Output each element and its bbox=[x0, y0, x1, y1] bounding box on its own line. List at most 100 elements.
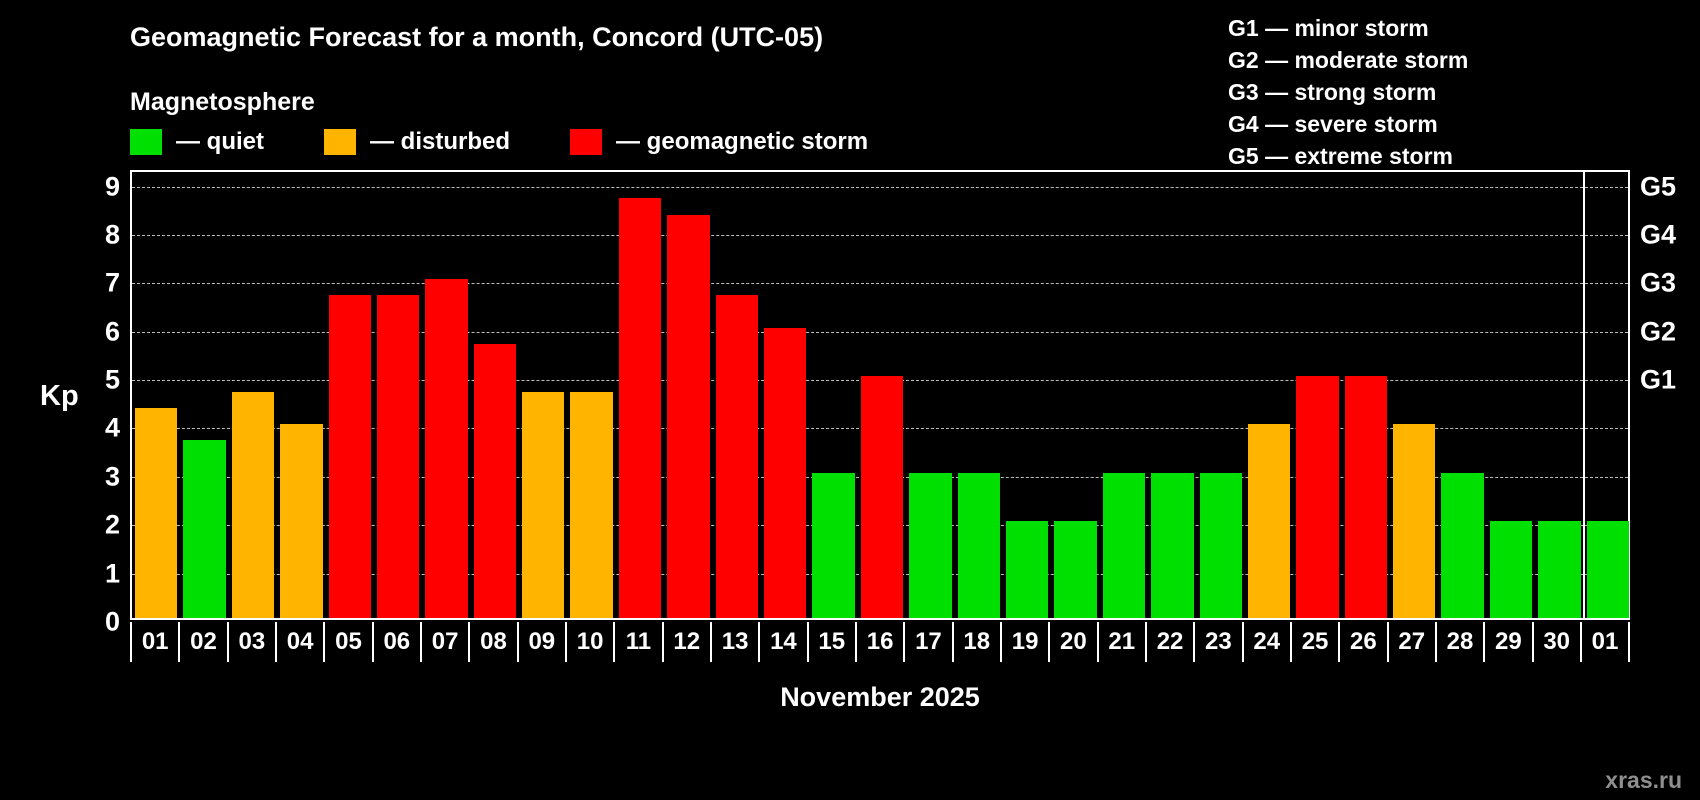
bar-day-17-kp-3 bbox=[909, 472, 952, 618]
x-tick-label-3: 04 bbox=[274, 622, 323, 662]
bar-day-30-kp-2 bbox=[1538, 521, 1581, 618]
x-tick-label-2: 03 bbox=[226, 622, 275, 662]
bar-day-01-kp-2 bbox=[1586, 521, 1629, 618]
bar-day-07-kp-7 bbox=[425, 279, 468, 618]
g5-legend-line: G5 — extreme storm bbox=[1228, 143, 1453, 169]
x-tick-label-18: 19 bbox=[999, 622, 1048, 662]
legend-disturbed-label: — disturbed bbox=[370, 128, 511, 155]
bar-day-01-kp-4.33 bbox=[135, 408, 178, 618]
g3-legend-line: G3 — strong storm bbox=[1228, 79, 1437, 105]
y-tick-label-9: 9 bbox=[104, 171, 120, 202]
bar-day-03-kp-4.67 bbox=[231, 392, 275, 618]
x-tick-label-13: 14 bbox=[758, 622, 806, 662]
bar-day-06-kp-6.67 bbox=[376, 295, 420, 618]
y-tick-label-3: 3 bbox=[104, 461, 120, 492]
legend-item-quiet: — quiet bbox=[130, 128, 264, 156]
gridline-kp-8 bbox=[132, 234, 1628, 236]
x-tick-label-21: 22 bbox=[1144, 622, 1193, 662]
month-separator-line bbox=[1582, 172, 1585, 618]
x-tick-label-25: 26 bbox=[1338, 622, 1386, 662]
bar-day-02-kp-3.67 bbox=[183, 440, 226, 618]
gridline-kp-6 bbox=[132, 331, 1628, 333]
right-tick-label-G1: G1 bbox=[1640, 364, 1677, 395]
g1-legend-line: G1 — minor storm bbox=[1228, 15, 1429, 41]
y-tick-label-6: 6 bbox=[104, 316, 120, 347]
x-tick-label-8: 09 bbox=[516, 622, 565, 662]
chart-subtitle: Magnetosphere bbox=[130, 88, 315, 116]
legend-storm-label: — geomagnetic storm bbox=[616, 128, 869, 155]
bar-day-12-kp-8.33 bbox=[667, 214, 710, 618]
bar-day-08-kp-5.67 bbox=[473, 343, 517, 618]
x-tick-label-12: 13 bbox=[709, 622, 758, 662]
x-tick-label-4: 05 bbox=[323, 622, 371, 662]
x-tick-label-17: 18 bbox=[951, 622, 1000, 662]
g4-legend-line: G4 — severe storm bbox=[1228, 111, 1438, 137]
bar-day-23-kp-3 bbox=[1199, 472, 1242, 618]
x-tick-label-27: 28 bbox=[1434, 622, 1483, 662]
x-axis-labels: 01 02 03 04 05 06 07 08 09 10 11 12 13 14 15 16 17 18 19 20… bbox=[130, 622, 1630, 662]
bar-day-22-kp-3 bbox=[1151, 472, 1194, 618]
x-tick-label-19: 20 bbox=[1048, 622, 1096, 662]
x-tick-label-1: 02 bbox=[178, 622, 226, 662]
legend: — quiet — disturbed — geomagnetic storm bbox=[130, 128, 868, 156]
gridline-kp-7 bbox=[132, 283, 1628, 285]
x-tick-label-28: 29 bbox=[1483, 622, 1531, 662]
y-tick-label-0: 0 bbox=[104, 606, 120, 637]
x-tick-label-5: 06 bbox=[371, 622, 420, 662]
storm-color-swatch bbox=[570, 129, 603, 155]
bar-day-15-kp-3 bbox=[812, 472, 855, 618]
x-tick-label-6: 07 bbox=[419, 622, 468, 662]
x-tick-label-10: 11 bbox=[613, 622, 661, 662]
x-tick-label-24: 25 bbox=[1289, 622, 1338, 662]
disturbed-color-swatch bbox=[324, 129, 356, 155]
x-tick-label-15: 16 bbox=[854, 622, 903, 662]
x-axis-title: November 2025 bbox=[780, 682, 980, 712]
x-tick-label-9: 10 bbox=[564, 622, 613, 662]
x-tick-label-22: 23 bbox=[1193, 622, 1241, 662]
legend-item-storm: — geomagnetic storm bbox=[570, 128, 868, 156]
bar-day-27-kp-4 bbox=[1393, 424, 1436, 618]
page-title: Geomagnetic Forecast for a month, Concor… bbox=[130, 22, 824, 52]
right-tick-label-G3: G3 bbox=[1640, 267, 1677, 298]
y-tick-label-8: 8 bbox=[104, 219, 120, 250]
legend-quiet-label: — quiet bbox=[176, 128, 264, 155]
y-tick-label-1: 1 bbox=[104, 558, 120, 589]
right-tick-label-G5: G5 bbox=[1640, 171, 1677, 202]
y-tick-label-4: 4 bbox=[104, 412, 120, 443]
gridline-kp-9 bbox=[132, 186, 1628, 188]
x-tick-label-14: 15 bbox=[806, 622, 855, 662]
x-tick-label-29: 30 bbox=[1531, 622, 1580, 662]
bar-day-28-kp-3 bbox=[1441, 472, 1484, 618]
bar-day-25-kp-5 bbox=[1296, 376, 1339, 618]
x-tick-label-11: 12 bbox=[661, 622, 710, 662]
x-tick-label-0: 01 bbox=[130, 622, 178, 662]
bar-day-13-kp-6.67 bbox=[715, 295, 759, 618]
plot-area bbox=[130, 170, 1630, 620]
bar-day-26-kp-5 bbox=[1344, 376, 1388, 618]
right-tick-label-G2: G2 bbox=[1640, 316, 1677, 347]
x-tick-label-7: 08 bbox=[468, 622, 516, 662]
g-scale-legend: G1 — minor storm G2 — moderate storm G3 … bbox=[1228, 12, 1468, 172]
bar-day-16-kp-5 bbox=[860, 376, 904, 618]
right-tick-label-G4: G4 bbox=[1640, 219, 1677, 250]
bar-day-29-kp-2 bbox=[1489, 521, 1533, 618]
x-tick-label-26: 27 bbox=[1386, 622, 1435, 662]
bar-day-05-kp-6.67 bbox=[328, 295, 371, 618]
bar-day-09-kp-4.67 bbox=[522, 392, 565, 618]
x-tick-label-23: 24 bbox=[1241, 622, 1290, 662]
y-tick-label-7: 7 bbox=[104, 267, 120, 298]
quiet-color-swatch bbox=[130, 129, 162, 155]
y-tick-label-5: 5 bbox=[104, 364, 120, 395]
bar-day-18-kp-3 bbox=[957, 472, 1000, 618]
bar-day-10-kp-4.67 bbox=[570, 392, 613, 618]
bar-day-21-kp-3 bbox=[1102, 472, 1146, 618]
y-axis-title: Kp bbox=[40, 380, 79, 412]
bar-day-19-kp-2 bbox=[1005, 521, 1049, 618]
bar-day-14-kp-6 bbox=[764, 327, 807, 618]
x-tick-label-16: 17 bbox=[903, 622, 951, 662]
x-tick-label-30: 01 bbox=[1579, 622, 1628, 662]
g2-legend-line: G2 — moderate storm bbox=[1228, 47, 1469, 73]
bar-day-20-kp-2 bbox=[1054, 521, 1097, 618]
bar-day-11-kp-8.67 bbox=[618, 198, 662, 618]
